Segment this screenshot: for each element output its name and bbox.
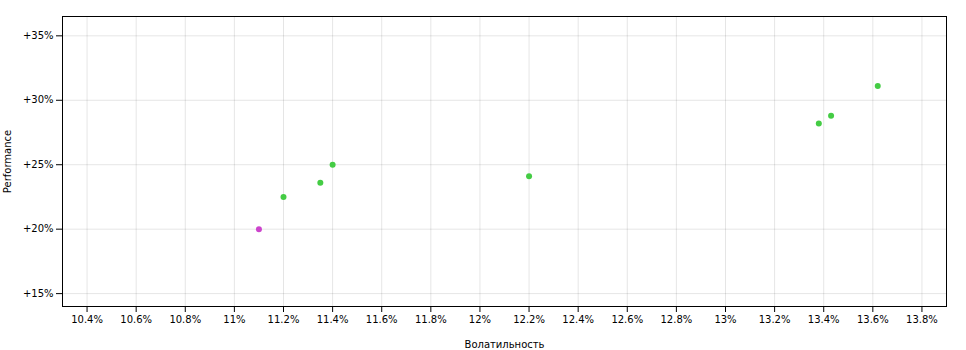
- svg-text:11.8%: 11.8%: [415, 314, 447, 325]
- svg-text:12.4%: 12.4%: [562, 314, 594, 325]
- svg-text:+30%: +30%: [23, 94, 54, 105]
- svg-text:10.8%: 10.8%: [169, 314, 201, 325]
- svg-text:13%: 13%: [714, 314, 736, 325]
- svg-text:11.6%: 11.6%: [366, 314, 398, 325]
- svg-text:10.6%: 10.6%: [120, 314, 152, 325]
- svg-text:12.6%: 12.6%: [611, 314, 643, 325]
- svg-text:Волатильность: Волатильность: [465, 339, 545, 350]
- svg-text:11.2%: 11.2%: [268, 314, 300, 325]
- svg-text:13.2%: 13.2%: [759, 314, 791, 325]
- svg-text:12%: 12%: [469, 314, 491, 325]
- svg-text:+25%: +25%: [23, 159, 54, 170]
- svg-text:13.4%: 13.4%: [808, 314, 840, 325]
- svg-text:+15%: +15%: [23, 288, 54, 299]
- svg-text:+20%: +20%: [23, 223, 54, 234]
- svg-text:Performance: Performance: [2, 130, 13, 193]
- svg-text:12.8%: 12.8%: [660, 314, 692, 325]
- svg-text:12.2%: 12.2%: [513, 314, 545, 325]
- svg-text:13.6%: 13.6%: [857, 314, 889, 325]
- svg-text:13.8%: 13.8%: [906, 314, 938, 325]
- svg-text:10.4%: 10.4%: [71, 314, 103, 325]
- svg-text:+35%: +35%: [23, 30, 54, 41]
- svg-text:11.4%: 11.4%: [317, 314, 349, 325]
- svg-text:11%: 11%: [223, 314, 245, 325]
